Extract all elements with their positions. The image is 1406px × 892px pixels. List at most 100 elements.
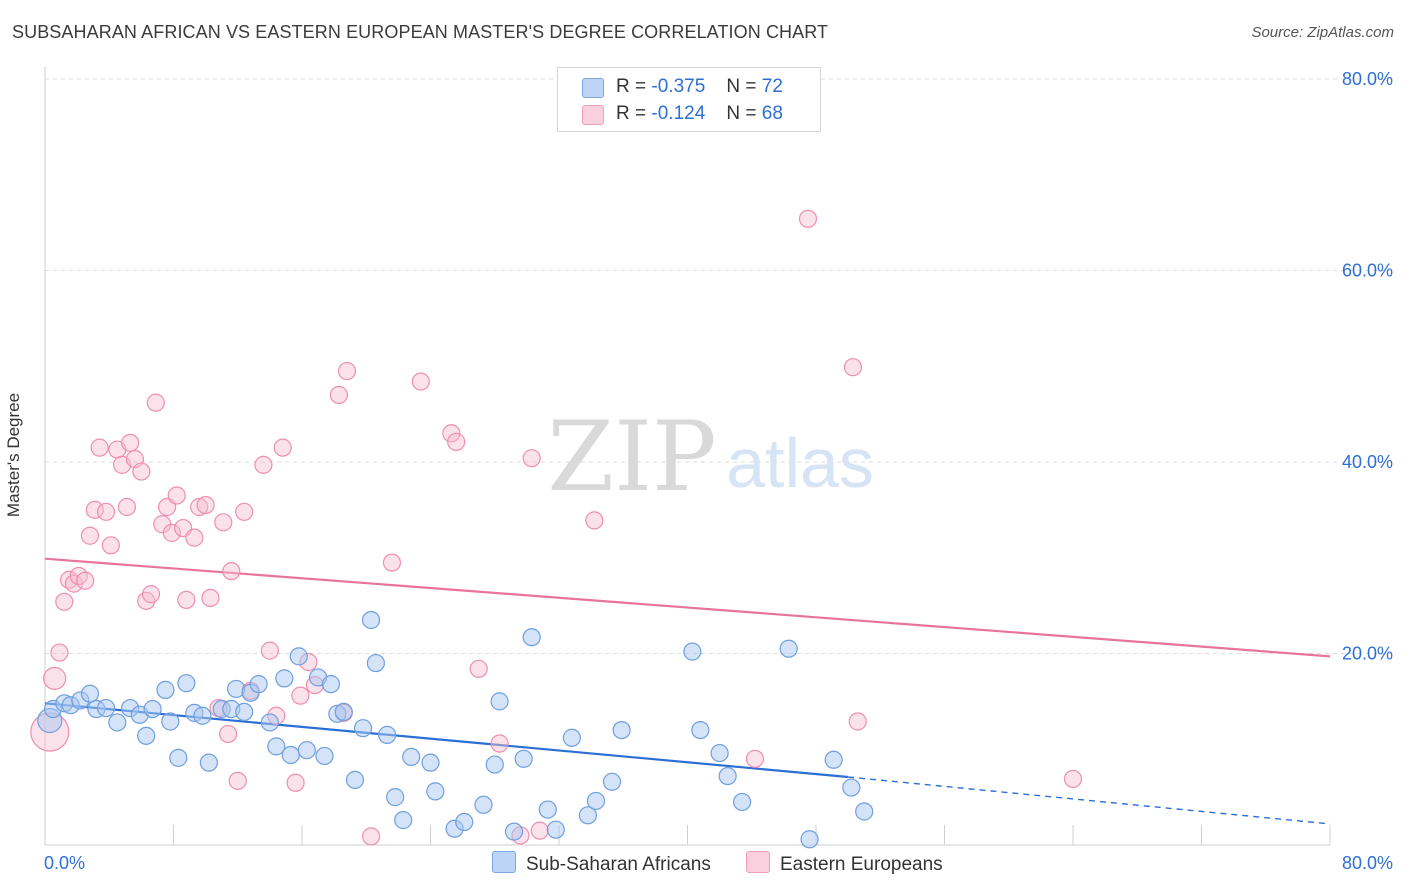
eastern-europeans-point (522, 449, 541, 468)
sub-saharan-point (315, 746, 334, 766)
sub-saharan-point (80, 684, 100, 703)
watermark: ZIP atlas (547, 401, 874, 513)
sub-saharan-point (177, 674, 196, 693)
sub-saharan-point (361, 610, 381, 630)
sub-saharan-point (683, 642, 702, 661)
legend-n-value: 68 (761, 103, 783, 124)
eastern-europeans-point (469, 659, 488, 678)
sub-saharan-point (366, 653, 385, 673)
eastern-europeans-point (222, 562, 241, 581)
eastern-europeans-point (146, 393, 165, 412)
eastern-europeans-point (286, 773, 305, 792)
y-tick-label: 60.0% (1342, 261, 1393, 281)
sub-saharan-point (353, 719, 373, 738)
sub-saharan-point (199, 753, 218, 772)
eastern-europeans-point (337, 361, 357, 381)
sub-saharan-point (156, 680, 175, 699)
sub-saharan-point (779, 639, 798, 658)
legend-r-value: -0.124 (651, 103, 706, 124)
eastern-europeans-point (50, 643, 69, 662)
x-tick-label: 80.0% (1342, 853, 1393, 873)
sub-saharan-point (235, 702, 254, 722)
y-axis-label: Master's Degree (4, 392, 23, 518)
eastern-europeans-point (185, 528, 204, 547)
sub-saharan-trend-line (44, 702, 849, 779)
eastern-europeans-point (843, 358, 863, 377)
eastern-europeans-point (162, 523, 181, 542)
eastern-europeans-point (291, 686, 310, 705)
eastern-europeans-point (490, 734, 509, 753)
sub-saharan-point (562, 728, 581, 747)
sub-saharan-point (602, 772, 622, 791)
eastern-europeans-trend-line (44, 557, 1331, 658)
sub-saharan-point (161, 712, 180, 731)
eastern-europeans-point (848, 712, 867, 731)
sub-saharan-point (386, 788, 405, 807)
eastern-europeans-point (254, 455, 273, 474)
legend-n-label: N = (726, 103, 757, 124)
eastern-europeans-point (235, 502, 254, 521)
eastern-europeans-point (167, 486, 186, 505)
sub-saharan-point (824, 750, 843, 769)
eastern-europeans-point (530, 821, 549, 840)
eastern-europeans-point (85, 500, 104, 519)
sub-saharan-point (260, 713, 279, 732)
sub-saharan-point (538, 800, 557, 819)
eastern-europeans-point (447, 432, 466, 451)
eastern-europeans-point (196, 495, 215, 515)
eastern-europeans-point (273, 438, 292, 457)
sub-saharan-point (842, 778, 861, 797)
eastern-europeans-point (201, 588, 220, 608)
sub-saharan-point (710, 743, 729, 763)
sub-saharan-trend-extension (848, 776, 1331, 825)
eastern-europeans-point (90, 438, 109, 457)
sub-saharan-trend-group (44, 702, 1331, 825)
eastern-europeans-point (228, 771, 247, 790)
sub-saharan-point (455, 812, 474, 832)
eastern-europeans-point (141, 585, 161, 604)
correlation-legend: R = -0.375 N = 72 R = -0.124 N = 68 (557, 67, 821, 132)
sub-saharan-point (474, 795, 493, 814)
sub-saharan-point (193, 706, 212, 725)
eastern-europeans-point (411, 372, 430, 391)
gridlines (45, 78, 1392, 654)
tick-labels: 20.0% 40.0% 60.0% 80.0% 0.0% 80.0% (44, 69, 1393, 873)
legend-r-value: -0.375 (651, 76, 706, 97)
eastern-europeans-point (177, 590, 196, 609)
sub-saharan-point (586, 791, 606, 811)
sub-saharan-point (378, 725, 397, 744)
sub-saharan-point (143, 699, 162, 719)
legend-r-label: R = (616, 76, 647, 97)
sub-saharan-point (546, 820, 565, 839)
watermark-atlas: atlas (726, 424, 874, 502)
sub-saharan-point (504, 822, 524, 841)
eastern-europeans-point (132, 462, 151, 481)
sub-saharan-point (297, 741, 316, 760)
eastern-europeans-point (43, 666, 67, 690)
y-tick-label: 40.0% (1342, 452, 1393, 472)
sub-saharan-point (281, 745, 300, 765)
eastern-europeans-point (76, 571, 95, 590)
eastern-europeans-point (745, 749, 765, 768)
sub-saharan-point (855, 802, 874, 821)
sub-saharan-point (96, 698, 116, 718)
legend-swatch-blue (582, 78, 604, 98)
eastern-europeans-point (80, 526, 100, 545)
sub-saharan-point (514, 749, 533, 768)
eastern-europeans-point (121, 433, 140, 452)
bottom-legend-label: Sub-Saharan Africans (526, 854, 711, 875)
bottom-legend-swatch-pink (746, 851, 770, 873)
eastern-europeans-point (798, 209, 818, 228)
sub-saharan-point (426, 782, 445, 801)
sub-saharan-point (402, 747, 421, 767)
sub-saharan-point (334, 702, 353, 722)
sub-saharan-point (578, 806, 598, 825)
sub-saharan-point (612, 720, 631, 740)
sub-saharan-point (137, 726, 156, 745)
bottom-legend-label: Eastern Europeans (780, 854, 943, 875)
legend-n-value: 72 (761, 76, 783, 97)
eastern-europeans-point (190, 497, 209, 517)
eastern-europeans-point (214, 513, 233, 532)
eastern-europeans-point (101, 536, 120, 555)
